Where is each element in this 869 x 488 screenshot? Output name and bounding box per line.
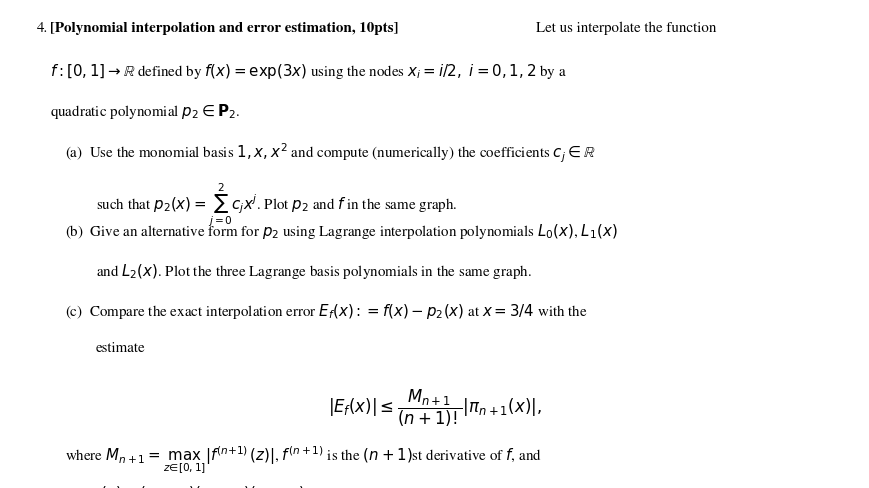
- Text: estimate: estimate: [96, 342, 145, 355]
- Text: $\pi_{n+1}(x) = (x - x_0)(x - x_1)(x - x_2).$: $\pi_{n+1}(x) = (x - x_0)(x - x_1)(x - x…: [65, 484, 309, 488]
- Text: (b)  Give an alternative form for $p_2$ using Lagrange interpolation polynomials: (b) Give an alternative form for $p_2$ u…: [65, 222, 617, 241]
- Text: such that $p_2(x) = \sum_{j=0}^{2} c_j x^j$. Plot $p_2$ and $f$ in the same grap: such that $p_2(x) = \sum_{j=0}^{2} c_j x…: [96, 182, 456, 229]
- Text: (c)  Compare the exact interpolation error $E_f(x) := f(x) - p_2(x)$ at $x = 3/4: (c) Compare the exact interpolation erro…: [65, 302, 587, 321]
- Text: (a)  Use the monomial basis $1, x, x^2$ and compute (numerically) the coefficien: (a) Use the monomial basis $1, x, x^2$ a…: [65, 142, 595, 165]
- Text: $f:[0,1]\rightarrow\mathbb{R}$ defined by $f(x)=\mathrm{exp}(3x)$ using the node: $f:[0,1]\rightarrow\mathbb{R}$ defined b…: [50, 62, 567, 81]
- Text: where $M_{n+1} = \max_{z\in[0,1]} |f^{(n+1)}(z)|$, $f^{(n+1)}$ is the $(n+1)$st : where $M_{n+1} = \max_{z\in[0,1]} |f^{(n…: [65, 444, 541, 476]
- Text: $|E_f(x)| \leq \dfrac{M_{n+1}}{(n+1)!}|\pi_{n+1}(x)|,$: $|E_f(x)| \leq \dfrac{M_{n+1}}{(n+1)!}|\…: [328, 388, 541, 429]
- Text: Let us interpolate the function: Let us interpolate the function: [535, 22, 715, 35]
- Text: 4.: 4.: [36, 22, 48, 35]
- Text: quadratic polynomial $p_2\in \mathbf{P}_2$.: quadratic polynomial $p_2\in \mathbf{P}_…: [50, 102, 241, 121]
- Text: [Polynomial interpolation and error estimation, 10pts]: [Polynomial interpolation and error esti…: [50, 22, 398, 35]
- Text: and $L_2(x)$. Plot the three Lagrange basis polynomials in the same graph.: and $L_2(x)$. Plot the three Lagrange ba…: [96, 262, 531, 281]
